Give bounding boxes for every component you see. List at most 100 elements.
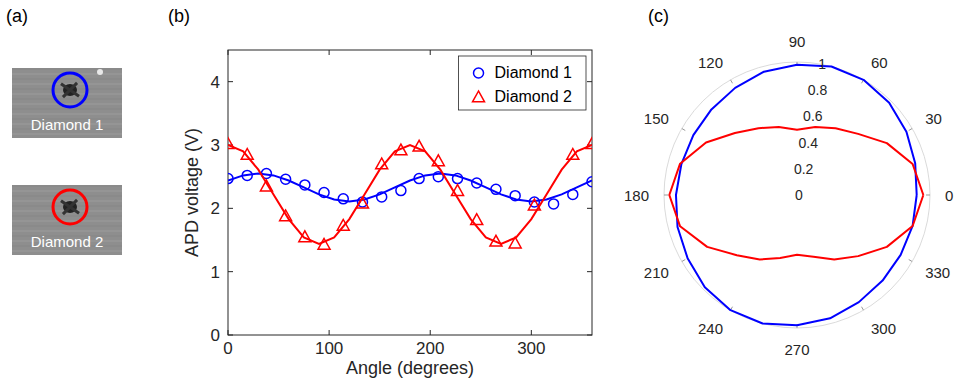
- tick-mark: [682, 129, 685, 131]
- tick-label: 150: [644, 110, 669, 127]
- tick-mark: [228, 335, 233, 336]
- image-texture: [12, 220, 122, 222]
- data-point: [377, 192, 387, 202]
- tick-mark: [587, 208, 592, 209]
- tick-label: 60: [871, 54, 888, 71]
- tick-mark: [329, 50, 330, 55]
- image-label: Diamond 1: [31, 116, 104, 133]
- tick-mark: [587, 271, 592, 272]
- polar-line: [676, 65, 917, 326]
- tick-mark: [909, 260, 912, 262]
- panel-label: (c): [648, 6, 669, 26]
- plot-area: [228, 138, 592, 250]
- tick-mark: [926, 195, 930, 196]
- tick-label: 3: [211, 136, 220, 155]
- diamond-particle: [62, 199, 78, 215]
- tick-label: 1: [818, 56, 826, 72]
- data-point: [528, 199, 540, 210]
- tick-mark: [664, 195, 668, 196]
- data-point: [338, 194, 348, 204]
- tick-mark: [228, 330, 229, 335]
- marker-circle: [53, 73, 87, 107]
- tick-mark: [587, 335, 592, 336]
- data-point: [280, 210, 292, 221]
- marker-circle: [53, 190, 87, 224]
- tick-mark: [228, 50, 229, 55]
- image-label: Diamond 2: [31, 233, 104, 250]
- tick-label: 0.4: [799, 135, 819, 151]
- tick-mark: [909, 129, 912, 131]
- data-point: [413, 140, 425, 151]
- tick-label: 4: [211, 73, 220, 92]
- image-texture: [12, 185, 122, 187]
- tick-label: 120: [698, 54, 723, 71]
- data-point: [453, 174, 463, 184]
- polar-boundary: [664, 62, 930, 328]
- data-point: [549, 199, 559, 209]
- image-texture: [12, 195, 122, 197]
- tick-mark: [228, 271, 233, 272]
- data-point: [228, 138, 234, 149]
- tick-label: 0.2: [794, 161, 814, 177]
- diamond-particle: [62, 82, 78, 98]
- image-texture: [12, 68, 122, 70]
- tick-mark: [228, 208, 233, 209]
- tick-label: 210: [644, 264, 669, 281]
- data-point: [300, 180, 310, 190]
- tick-label: 0: [945, 187, 953, 204]
- legend-label: Diamond 1: [495, 64, 572, 81]
- data-point: [242, 170, 252, 180]
- data-point: [586, 138, 592, 149]
- tick-mark: [587, 81, 592, 82]
- data-point: [228, 174, 233, 184]
- data-point: [241, 149, 253, 160]
- polar-line: [669, 127, 923, 260]
- tick-label: 270: [784, 341, 809, 358]
- data-point: [318, 238, 330, 249]
- tick-label: 180: [624, 187, 649, 204]
- image-background: [12, 185, 122, 255]
- tick-label: 200: [416, 339, 444, 358]
- image-texture: [12, 103, 122, 105]
- tick-mark: [228, 81, 233, 82]
- data-point: [587, 177, 592, 187]
- data-point: [356, 197, 368, 208]
- legend-label: Diamond 2: [495, 88, 572, 105]
- tick-mark: [682, 260, 685, 262]
- image-texture: [12, 78, 122, 80]
- image-texture: [12, 133, 122, 135]
- image-texture: [12, 98, 122, 100]
- data-point: [396, 186, 406, 196]
- tick-mark: [531, 50, 532, 55]
- tick-label: 300: [871, 320, 896, 337]
- tick-label: 30: [925, 110, 942, 127]
- axis-title: APD voltage (V): [182, 128, 202, 257]
- image-texture: [12, 113, 122, 115]
- data-point: [414, 174, 424, 184]
- plot-frame: [228, 50, 592, 335]
- image-background: [12, 68, 122, 138]
- image-texture: [12, 215, 122, 217]
- image-texture: [12, 108, 122, 110]
- tick-label: 0: [223, 339, 232, 358]
- bright-spot: [97, 69, 103, 75]
- data-point: [510, 191, 520, 201]
- tick-mark: [430, 50, 431, 55]
- data-point: [395, 144, 407, 155]
- diamond-particle: [60, 82, 80, 97]
- data-point: [472, 178, 482, 188]
- tick-label: 330: [925, 264, 950, 281]
- tick-label: 90: [789, 33, 806, 50]
- image-panel: Diamond 1: [12, 68, 122, 138]
- image-texture: [12, 250, 122, 252]
- tick-label: 100: [315, 339, 343, 358]
- fit-line: [228, 145, 592, 244]
- legend-box: [459, 56, 586, 110]
- tick-label: 2: [211, 199, 220, 218]
- tick-label: 300: [517, 339, 545, 358]
- image-panel: Diamond 2: [12, 185, 122, 255]
- tick-mark: [430, 330, 431, 335]
- image-texture: [12, 225, 122, 227]
- legend: Diamond 1 Diamond 2: [459, 56, 586, 110]
- image-texture: [12, 230, 122, 232]
